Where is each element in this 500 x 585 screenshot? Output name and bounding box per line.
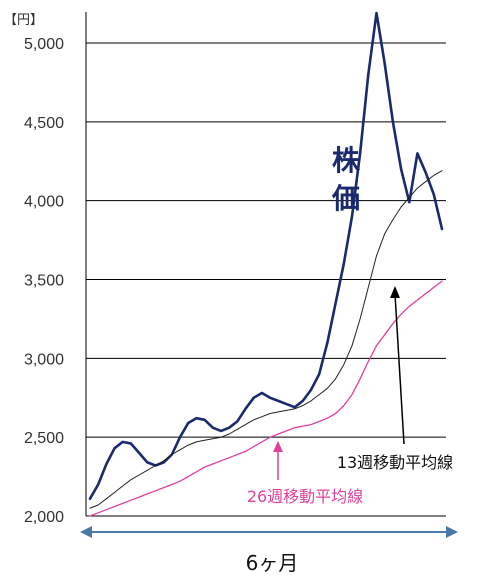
y-tick-label: 2,500 — [24, 430, 64, 447]
y-unit-label: 【円】 — [4, 13, 43, 28]
y-tick-label: 3,000 — [24, 351, 64, 368]
x-axis-label: 6ヶ月 — [246, 551, 299, 575]
x-axis-span — [80, 526, 458, 538]
annotation-13-week: 13週移動平均線 — [337, 453, 453, 472]
grid-lines — [85, 12, 446, 517]
arrowhead-13-week — [390, 286, 400, 298]
annotation-stock-price: 株 — [332, 144, 361, 177]
y-tick-label: 5,000 — [24, 36, 64, 53]
arrowhead-26-week — [273, 441, 283, 452]
x-span-arrow-left — [80, 526, 92, 538]
y-tick-label: 4,500 — [24, 115, 64, 132]
y-tick-label: 4,000 — [24, 194, 64, 211]
arrow-13-week — [394, 293, 405, 445]
series-line — [88, 11, 444, 501]
y-tick-label: 2,000 — [24, 509, 64, 526]
x-span-arrow-right — [446, 526, 458, 538]
annotation-26-week: 26週移動平均線 — [247, 487, 363, 506]
annotations: 株価 13週移動平均線 26週移動平均線 — [247, 144, 453, 506]
series-line — [89, 280, 443, 517]
y-tick-label: 3,500 — [24, 273, 64, 290]
series-line — [89, 170, 443, 509]
annotation-stock-price: 価 — [331, 182, 360, 215]
y-tick-labels: 2,000 2,500 3,000 3,500 4,000 4,500 5,000 — [24, 36, 64, 526]
series-lines — [88, 11, 444, 517]
